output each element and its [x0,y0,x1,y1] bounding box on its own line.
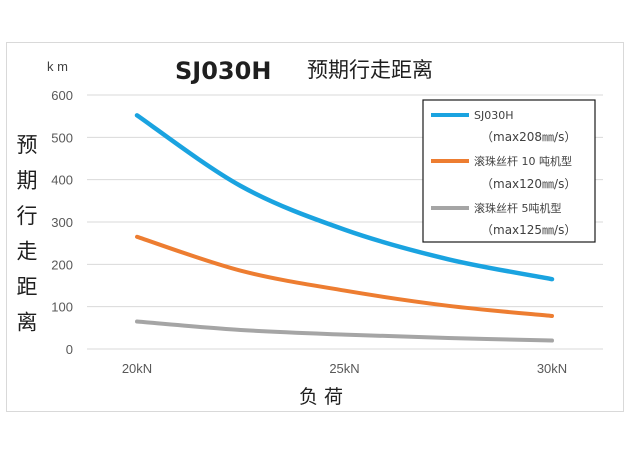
series-lines [134,113,555,343]
y-tick-label: 100 [51,300,73,315]
y-axis-label-char: 走 [17,240,38,264]
tick-labels: 0 100 200 300 400 500 600 20kN 25kN 30kN [51,88,567,376]
y-tick-label: 0 [66,342,73,357]
y-tick-label: 600 [51,88,73,103]
grid [87,94,603,350]
legend-detail-ballscrew-10t: （max120㎜/s） [481,177,576,191]
y-axis-label-char: 距 [17,275,38,299]
y-axis-label-char: 行 [17,204,38,228]
y-tick-label: 200 [51,257,73,272]
chart-frame: 0 100 200 300 400 500 600 20kN 25kN 30kN SJ030H 预… [6,42,624,412]
legend-detail-ballscrew-5t: （max125㎜/s） [481,223,576,237]
y-axis-label-char: 预 [17,133,38,157]
series-line-1 [135,234,554,318]
y-tick-label: 400 [51,173,73,188]
line-chart: 0 100 200 300 400 500 600 20kN 25kN 30kN SJ030H 预… [17,57,603,408]
chart-title: SJ030H [175,57,271,85]
legend-label-ballscrew-5t: 滚珠丝杆 5吨机型 [474,201,562,215]
y-axis-label-char: 离 [17,311,38,335]
legend-detail-sj030h: （max208㎜/s） [481,130,576,144]
x-tick-label: 25kN [329,361,359,376]
y-tick-label: 300 [51,215,73,230]
legend-label-sj030h: SJ030H [474,109,514,122]
legend-label-ballscrew-10t: 滚珠丝杆 10 吨机型 [474,154,572,168]
chart-subtitle: 预期行走距离 [307,58,433,82]
y-axis-label-char: 期 [17,169,38,193]
series-line-2 [135,319,554,343]
y-tick-label: 500 [51,130,73,145]
x-axis-label: 负 荷 [299,386,343,408]
legend-box [422,99,596,243]
y-axis-label: 预期行走距离 [17,133,38,335]
x-tick-label: 20kN [122,361,152,376]
unit-label: k m [47,59,68,74]
legend: SJ030H （max208㎜/s） 滚珠丝杆 10 吨机型 （max120㎜/… [422,99,596,243]
x-tick-label: 30kN [537,361,567,376]
